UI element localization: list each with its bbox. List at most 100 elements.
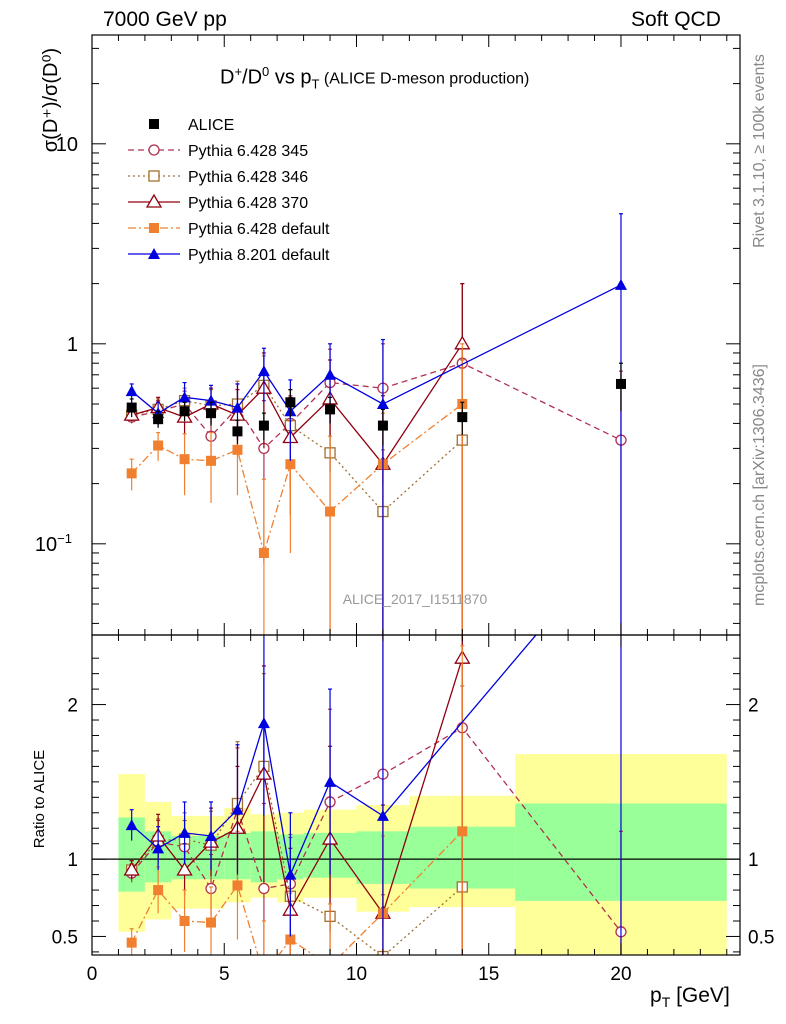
- plot-title: D+/D0 vs pT (ALICE D-meson production): [220, 64, 530, 92]
- legend-label: Pythia 8.201 default: [188, 247, 330, 264]
- axis-frames: [91, 34, 741, 956]
- ratio-data-point: [324, 775, 337, 787]
- y-tick-label: 1: [67, 334, 78, 356]
- ratio-series-line: [131, 764, 463, 955]
- ratio-data-point: [179, 915, 190, 926]
- ratio-data-point: [232, 880, 243, 891]
- ratio-data-point: [284, 868, 297, 880]
- category-label: Soft QCD: [631, 8, 721, 31]
- ratio-data-point: [376, 809, 389, 821]
- legend-entry: Pythia 6.428 345: [128, 143, 308, 160]
- main-data-point: [205, 394, 218, 406]
- legend-label: Pythia 6.428 345: [188, 143, 308, 160]
- ratio-y-tick-label: 0.5: [52, 927, 78, 948]
- main-data-point: [153, 440, 164, 451]
- main-series-line: [131, 403, 463, 556]
- x-tick-label: 20: [610, 964, 631, 985]
- ratio-data-point: [178, 826, 191, 838]
- axis-ticks: 0 5 10 15 20 10−1 1 10 0.5 0.5 1 1 2 2: [35, 35, 774, 985]
- main-reference-data-point: [615, 378, 626, 389]
- main-reference-data-point: [457, 412, 468, 423]
- main-data-point: [178, 391, 191, 403]
- legend-entry: Pythia 6.428 346: [128, 169, 308, 186]
- main-data-point: [258, 547, 269, 558]
- ratio-data-point: [325, 961, 335, 971]
- ratio-data-point: [257, 717, 270, 729]
- main-data-point: [126, 468, 137, 479]
- main-data-point: [376, 398, 389, 410]
- legend-marker: [145, 193, 163, 208]
- y-tick-label: 10: [56, 134, 78, 156]
- legend-marker: [149, 223, 159, 233]
- energy-label: 7000 GeV pp: [103, 8, 227, 31]
- x-axis-label: pT [GeV]: [650, 984, 730, 1011]
- ratio-y-tick-label-right: 0.5: [748, 927, 774, 948]
- legend: ALICE Pythia 6.428 345 Pythia 6.428 346 Pyt…: [128, 117, 330, 264]
- main-series-line: [131, 362, 622, 450]
- ratio-series-2: [123, 635, 471, 955]
- ratio-data-point: [285, 934, 296, 945]
- main-data-point: [179, 454, 190, 465]
- main-reference-series-0: [126, 362, 626, 446]
- main-data-point: [257, 365, 270, 377]
- main-data-point: [206, 455, 217, 466]
- ratio-y-tick-label-right: 1: [748, 850, 759, 871]
- ratio-data-point: [123, 861, 140, 876]
- main-panel-series: [123, 213, 627, 635]
- main-series-line: [131, 343, 463, 466]
- ratio-data-point: [231, 803, 244, 815]
- ratio-data-point: [259, 970, 269, 980]
- ratio-data-point: [176, 861, 193, 876]
- main-data-point: [325, 506, 336, 517]
- ratio-data-point: [152, 842, 165, 854]
- ratio-data-point: [205, 829, 218, 841]
- legend-label: Pythia 6.428 default: [188, 221, 330, 238]
- legend-label: Pythia 6.428 370: [188, 195, 308, 212]
- ratio-data-point: [258, 882, 270, 895]
- ratio-data-point: [206, 917, 217, 928]
- legend-entry: Pythia 6.428 370: [128, 193, 308, 212]
- ratio-series-line: [131, 657, 463, 915]
- main-reference-data-point: [325, 404, 336, 415]
- ratio-series-4: [125, 635, 622, 955]
- ratio-data-point: [457, 826, 468, 837]
- main-data-point: [231, 401, 244, 413]
- ratio-y-tick-label: 2: [67, 696, 78, 717]
- main-reference-data-point: [206, 408, 217, 419]
- main-data-point: [232, 444, 243, 455]
- y-tick-label: 10−1: [35, 531, 72, 556]
- ratio-data-point: [125, 819, 138, 831]
- main-data-point: [324, 368, 337, 380]
- legend-marker: [149, 119, 159, 129]
- main-data-point: [285, 459, 296, 470]
- main-reference-data-point: [126, 402, 137, 413]
- main-reference-data-point: [377, 420, 388, 431]
- ratio-panel-series: [123, 635, 627, 980]
- main-reference-data-point: [258, 420, 269, 431]
- ratio-data-point: [153, 885, 164, 896]
- legend-entry: Pythia 8.201 default: [128, 247, 330, 264]
- main-reference-data-point: [232, 426, 243, 437]
- main-series-line: [131, 284, 622, 414]
- main-reference-data-point: [179, 406, 190, 417]
- ratio-y-tick-label: 1: [67, 850, 78, 871]
- ratio-frame: [91, 634, 741, 956]
- main-reference-data-point: [153, 414, 164, 425]
- ratio-y-tick-label-right: 2: [748, 696, 759, 717]
- x-tick-label: 10: [346, 964, 367, 985]
- x-tick-label: 15: [478, 964, 499, 985]
- ratio-data-point: [126, 937, 137, 948]
- legend-label: ALICE: [188, 117, 234, 134]
- legend-entry: ALICE: [149, 117, 234, 134]
- main-data-point: [125, 385, 138, 397]
- main-data-point: [614, 278, 627, 290]
- legend-label: Pythia 6.428 346: [188, 169, 308, 186]
- analysis-watermark: ALICE_2017_I1511870: [343, 591, 488, 607]
- ratio-series-line: [131, 635, 537, 877]
- main-reference-data-point: [285, 397, 296, 408]
- x-tick-label: 0: [87, 964, 98, 985]
- legend-marker: [148, 144, 160, 156]
- main-series-3: [126, 343, 468, 635]
- legend-marker: [148, 170, 160, 182]
